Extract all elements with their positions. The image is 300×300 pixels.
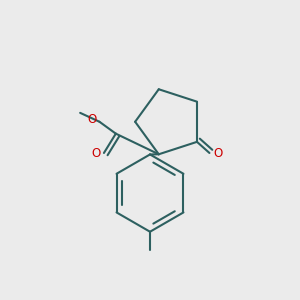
Text: O: O <box>214 147 223 160</box>
Text: O: O <box>87 113 97 126</box>
Text: O: O <box>91 147 100 161</box>
